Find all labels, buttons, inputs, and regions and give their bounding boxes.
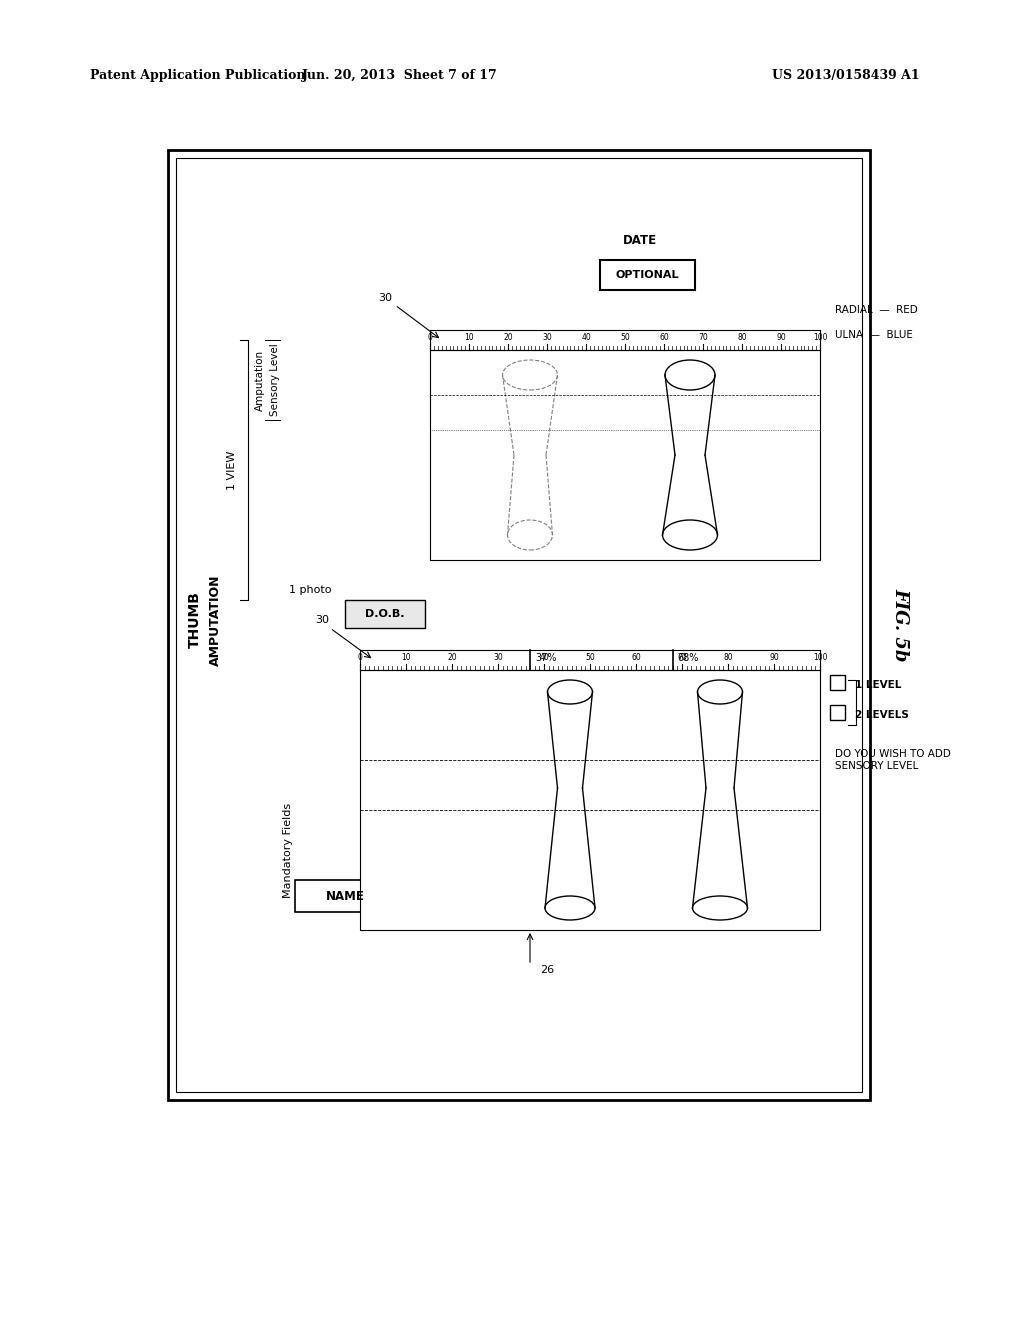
Text: 60: 60 xyxy=(631,652,641,661)
Text: 90: 90 xyxy=(776,333,785,342)
Text: 26: 26 xyxy=(540,965,554,975)
Bar xyxy=(168,150,870,1100)
Text: 20: 20 xyxy=(447,652,457,661)
Text: 90: 90 xyxy=(769,652,779,661)
Text: 30: 30 xyxy=(542,333,552,342)
Text: RADIAL  —  RED: RADIAL — RED xyxy=(835,305,918,315)
Bar xyxy=(176,158,862,1092)
Text: 10: 10 xyxy=(464,333,474,342)
Text: 1 VIEW: 1 VIEW xyxy=(227,450,237,490)
Bar xyxy=(430,350,820,560)
Text: OPTIONAL: OPTIONAL xyxy=(615,271,679,280)
Bar xyxy=(600,260,695,290)
Text: 60: 60 xyxy=(659,333,669,342)
Text: 68%: 68% xyxy=(678,653,699,663)
Text: 2 LEVELS: 2 LEVELS xyxy=(855,710,909,719)
Text: Patent Application Publication: Patent Application Publication xyxy=(90,69,305,82)
Text: 50: 50 xyxy=(621,333,630,342)
Text: 30: 30 xyxy=(315,615,329,624)
Text: 100: 100 xyxy=(813,652,827,661)
Text: 80: 80 xyxy=(737,333,746,342)
Text: 50: 50 xyxy=(585,652,595,661)
Text: Jun. 20, 2013  Sheet 7 of 17: Jun. 20, 2013 Sheet 7 of 17 xyxy=(302,69,498,82)
Text: 40: 40 xyxy=(582,333,591,342)
Text: DATE: DATE xyxy=(623,234,657,247)
Text: THUMB: THUMB xyxy=(188,591,202,648)
Bar xyxy=(830,675,845,690)
Bar xyxy=(830,705,845,719)
Text: 100: 100 xyxy=(813,333,827,342)
Bar xyxy=(360,671,820,931)
Text: 20: 20 xyxy=(503,333,513,342)
Text: 40: 40 xyxy=(539,652,549,661)
Text: D.O.B.: D.O.B. xyxy=(366,609,404,619)
Text: 70: 70 xyxy=(698,333,708,342)
Text: DO YOU WISH TO ADD
SENSORY LEVEL: DO YOU WISH TO ADD SENSORY LEVEL xyxy=(835,750,951,771)
Text: 37%: 37% xyxy=(536,653,557,663)
Bar xyxy=(345,601,425,628)
Text: FIG. 5b: FIG. 5b xyxy=(891,589,909,661)
Text: ULNA  —  BLUE: ULNA — BLUE xyxy=(835,330,912,341)
Text: Sensory Level: Sensory Level xyxy=(270,343,280,416)
Text: 30: 30 xyxy=(494,652,503,661)
Bar xyxy=(295,880,395,912)
Text: 0: 0 xyxy=(428,333,432,342)
Text: 70: 70 xyxy=(677,652,687,661)
Text: 10: 10 xyxy=(401,652,411,661)
Text: 0: 0 xyxy=(357,652,362,661)
Text: 1 photo: 1 photo xyxy=(289,585,331,595)
Text: AMPUTATION: AMPUTATION xyxy=(209,574,221,665)
Text: Mandatory Fields: Mandatory Fields xyxy=(283,803,293,898)
Text: 1 LEVEL: 1 LEVEL xyxy=(855,680,901,690)
Text: 30: 30 xyxy=(378,293,392,304)
Text: US 2013/0158439 A1: US 2013/0158439 A1 xyxy=(772,69,920,82)
Text: 80: 80 xyxy=(723,652,733,661)
Text: NAME: NAME xyxy=(326,890,365,903)
Text: Amputation: Amputation xyxy=(255,350,265,411)
